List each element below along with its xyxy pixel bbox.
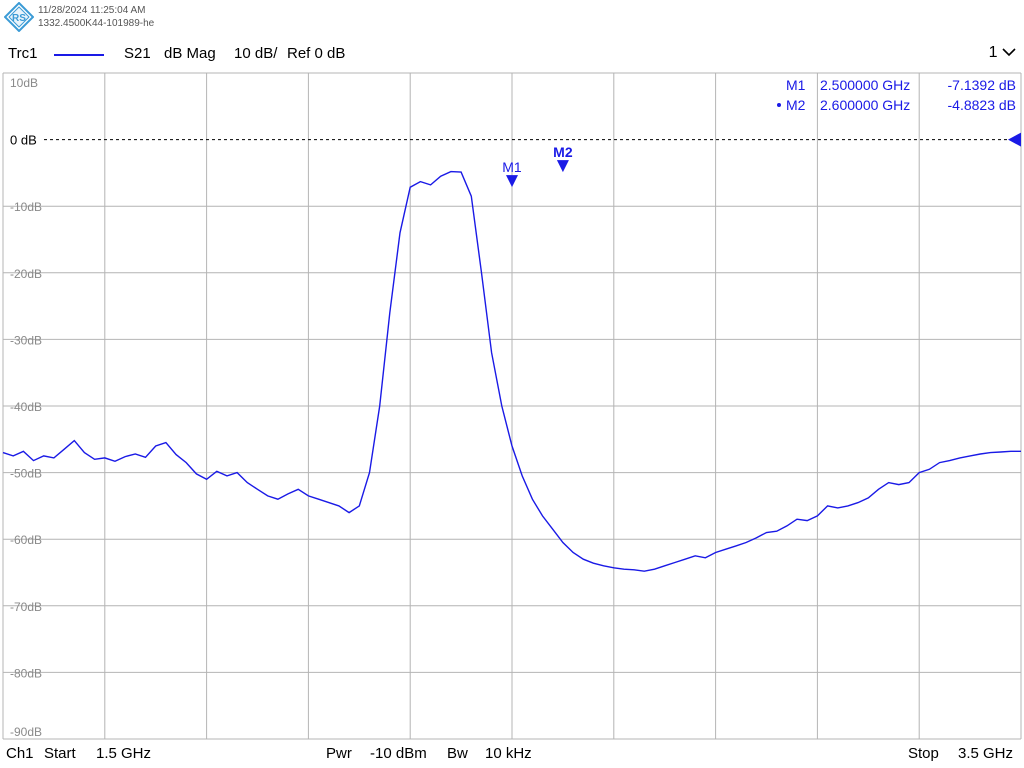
- y-tick-label: -60dB: [10, 533, 42, 547]
- plot-area[interactable]: 10dB 0 dB -10dB -20dB -30dB -40dB -50dB -60dB -7…: [0, 70, 1024, 742]
- window-number: 1: [988, 44, 998, 61]
- marker-table-value: -4.8823 dB: [948, 97, 1017, 113]
- y-tick-label: -40dB: [10, 400, 42, 414]
- y-tick-labels: 10dB 0 dB -10dB -20dB -30dB -40dB -50dB -60dB -7…: [10, 76, 42, 739]
- trace-format[interactable]: dB Mag: [164, 45, 216, 62]
- trace-parameter[interactable]: S21: [124, 45, 151, 62]
- stop-label: Stop: [908, 745, 939, 762]
- power-label: Pwr: [326, 745, 352, 762]
- rohde-schwarz-logo: RS: [3, 1, 35, 33]
- timestamp: 11/28/2024 11:25:04 AM: [38, 5, 146, 16]
- marker-table-name: M2: [786, 97, 806, 113]
- y-tick-label: -70dB: [10, 600, 42, 614]
- start-frequency[interactable]: 1.5 GHz: [96, 745, 152, 762]
- marker-table-frequency: 2.500000 GHz: [820, 77, 910, 93]
- marker-m1-triangle: [506, 175, 518, 188]
- active-marker-dot: [777, 103, 781, 107]
- start-label: Start: [44, 745, 76, 762]
- logo-text: RS: [12, 13, 26, 24]
- y-tick-label: -30dB: [10, 333, 42, 347]
- y-tick-label: -10dB: [10, 200, 42, 214]
- marker-table-value: -7.1392 dB: [948, 77, 1017, 93]
- reference-level-arrow: [1008, 132, 1021, 147]
- channel-bar[interactable]: Ch1 Start 1.5 GHz Pwr -10 dBm Bw 10 kHz …: [0, 742, 1024, 768]
- window-selector[interactable]: 1: [989, 44, 1016, 62]
- trace-line-sample: [54, 54, 104, 56]
- y-tick-label: -50dB: [10, 467, 42, 481]
- marker-m1-label: M1: [502, 159, 522, 175]
- trace-ref[interactable]: Ref 0 dB: [287, 45, 346, 62]
- measurement-diagram[interactable]: 10dB 0 dB -10dB -20dB -30dB -40dB -50dB -60dB -7…: [0, 70, 1024, 742]
- marker-m2-label: M2: [553, 144, 573, 160]
- bandwidth-label: Bw: [447, 745, 468, 762]
- y-tick-label: -80dB: [10, 666, 42, 680]
- chevron-down-icon[interactable]: [1002, 47, 1016, 57]
- marker-table-frequency: 2.600000 GHz: [820, 97, 910, 113]
- trace-scale[interactable]: 10 dB/: [234, 45, 278, 62]
- markers: M1 M2: [502, 144, 573, 188]
- marker-m2-triangle: [556, 160, 569, 173]
- marker-table: M1 2.500000 GHz -7.1392 dB M2 2.600000 GHz -4…: [777, 77, 1016, 113]
- y-tick-label: 10dB: [10, 76, 38, 90]
- grid: [2, 72, 1022, 740]
- power-value[interactable]: -10 dBm: [370, 745, 427, 762]
- trace-name[interactable]: Trc1: [8, 45, 38, 62]
- y-tick-label: 0 dB: [10, 133, 37, 148]
- channel-label[interactable]: Ch1: [6, 745, 34, 762]
- stop-frequency[interactable]: 3.5 GHz: [958, 745, 1014, 762]
- trace-info-bar[interactable]: Trc1 S21 dB Mag 10 dB/ Ref 0 dB 1: [0, 42, 1024, 66]
- instrument-id: 1332.4500K44-101989-he: [38, 18, 155, 29]
- bandwidth-value[interactable]: 10 kHz: [485, 745, 532, 762]
- marker-table-name: M1: [786, 77, 806, 93]
- y-tick-label: -90dB: [10, 725, 42, 739]
- y-tick-label: -20dB: [10, 267, 42, 281]
- s21-trace: [2, 170, 1021, 572]
